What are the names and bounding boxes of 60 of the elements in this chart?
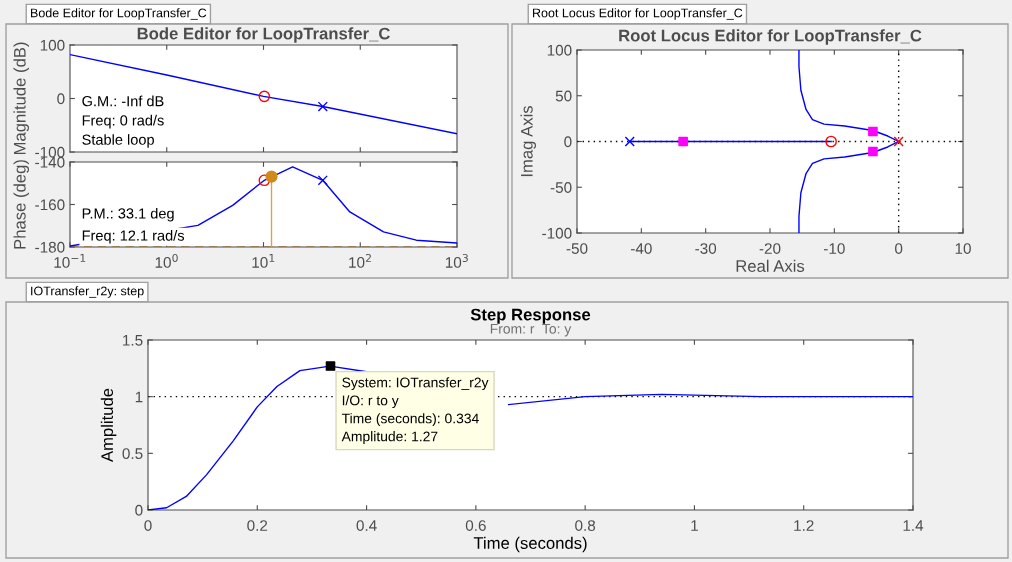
text: IOTransfer_r2y: step <box>31 286 144 298</box>
x-tick-label: 10$^{3}$ <box>445 253 468 268</box>
x-tick-label: 10$^{1}$ <box>252 254 275 268</box>
x-tick-label: -30 <box>695 243 717 254</box>
y-tick-label: 0 <box>57 93 65 105</box>
y-axis-title: Imag Axis <box>520 105 537 177</box>
x-tick-label: 1.2 <box>794 520 814 531</box>
x-tick-label: 1 <box>691 520 698 531</box>
y-axis-title: Phase (deg) <box>13 160 30 249</box>
chart-title: Bode Editor for LoopTransfer_C <box>137 27 390 43</box>
x-tick-label: 10$^{−1}$ <box>54 254 86 268</box>
x-tick-label: 1.4 <box>903 520 924 531</box>
y-tick-label: -160 <box>35 199 65 211</box>
x-tick-label: 0 <box>895 243 903 254</box>
chart-title: Step Response <box>470 308 591 324</box>
x-tick-label: 0.8 <box>575 520 596 531</box>
x-tick-label: 0.2 <box>247 520 268 531</box>
text: Root Locus Editor for LoopTransfer_C <box>533 8 743 20</box>
x-tick-label: -20 <box>759 243 781 254</box>
x-tick-label: 10$^{0}$ <box>155 253 178 268</box>
y-axis-title: Amplitude <box>100 388 117 463</box>
y-tick-label: 100 <box>40 39 65 51</box>
x-tick-label: -40 <box>630 243 652 254</box>
y-tick-label: -180 <box>35 241 65 253</box>
x-tick-label: -50 <box>566 243 588 254</box>
x-tick-label: 10$^{2}$ <box>349 253 371 268</box>
y-tick-label: 50 <box>555 90 572 102</box>
y-tick-label: 100 <box>547 44 572 56</box>
y-tick-label: 1 <box>135 391 143 403</box>
chart-title: Root Locus Editor for LoopTransfer_C <box>619 29 922 45</box>
x-tick-label: 0.6 <box>465 520 486 531</box>
chart-subtitle: From: r To: y <box>490 324 572 337</box>
x-axis-title: Real Axis <box>736 259 805 272</box>
annotation: Stable loop <box>82 134 154 148</box>
x-tick-label: -10 <box>823 243 845 254</box>
y-tick-label: -50 <box>550 182 572 193</box>
y-tick-label: -100 <box>542 227 572 239</box>
y-tick-label: 0 <box>135 504 143 516</box>
x-tick-label: 10 <box>955 243 971 254</box>
annotation: System: IOTransfer_r2y I/O: r to y Time (seconds): 0.334 Amplitude: 1.27 <box>341 377 489 445</box>
annotation: G.M.: -Inf dB <box>82 95 164 107</box>
point <box>678 136 688 147</box>
y-axis-title: Magnitude (dB) <box>13 42 30 155</box>
point <box>868 126 878 137</box>
point <box>825 135 837 148</box>
point <box>893 136 904 147</box>
x-axis-title: Time (seconds) <box>473 536 587 553</box>
text: Bode Editor for LoopTransfer_C <box>31 8 207 20</box>
y-tick-label: -100 <box>35 146 65 158</box>
y-tick-label: -140 <box>35 156 65 168</box>
annotation: Freq: 0 rad/s <box>82 114 164 129</box>
x-tick-label: 0.4 <box>356 520 377 531</box>
annotation: P.M.: 33.1 deg <box>82 207 174 222</box>
point <box>624 136 635 147</box>
y-tick-label: 1.5 <box>123 335 143 346</box>
x-tick-label: 0 <box>144 520 152 531</box>
y-tick-label: 0 <box>564 136 572 148</box>
y-tick-label: 0.5 <box>122 448 143 460</box>
annotation: Freq: 12.1 rad/s <box>82 230 185 244</box>
point <box>868 146 878 157</box>
